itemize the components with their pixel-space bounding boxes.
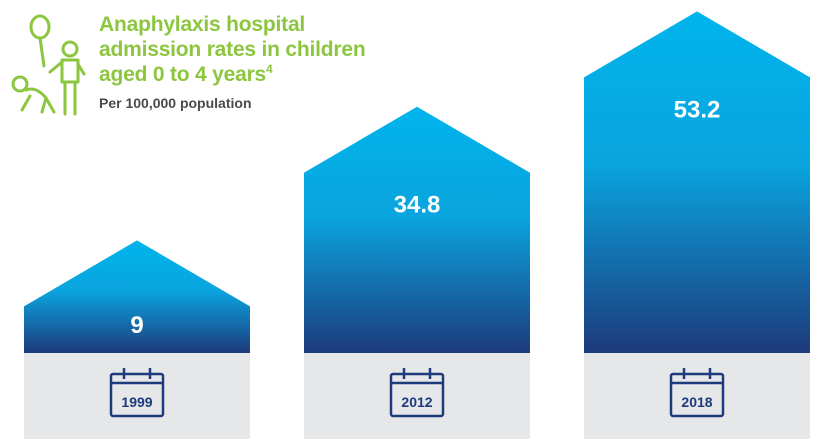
title-block: Anaphylaxis hospital admission rates in … bbox=[99, 12, 399, 111]
bar-base-2012 bbox=[304, 353, 530, 439]
bar-2018 bbox=[584, 11, 810, 353]
bar-2012 bbox=[304, 106, 530, 354]
children-playing-icon bbox=[6, 14, 88, 129]
bar-base-2018 bbox=[584, 353, 810, 439]
category-label-2012: 2012 bbox=[401, 394, 432, 410]
chart-title: Anaphylaxis hospital admission rates in … bbox=[99, 13, 366, 86]
category-label-1999: 1999 bbox=[121, 394, 152, 410]
calendar-icon bbox=[389, 368, 445, 418]
calendar-icon bbox=[669, 368, 725, 418]
chart-subtitle: Per 100,000 population bbox=[99, 95, 252, 111]
data-label-1999: 9 bbox=[130, 312, 143, 339]
bar-1999 bbox=[24, 240, 250, 353]
data-label-2012: 34.8 bbox=[394, 192, 441, 219]
calendar-icon bbox=[109, 368, 165, 418]
category-label-2018: 2018 bbox=[681, 394, 712, 410]
data-label-2018: 53.2 bbox=[674, 96, 721, 123]
title-footnote: 4 bbox=[266, 62, 273, 76]
bar-base-1999 bbox=[24, 353, 250, 439]
